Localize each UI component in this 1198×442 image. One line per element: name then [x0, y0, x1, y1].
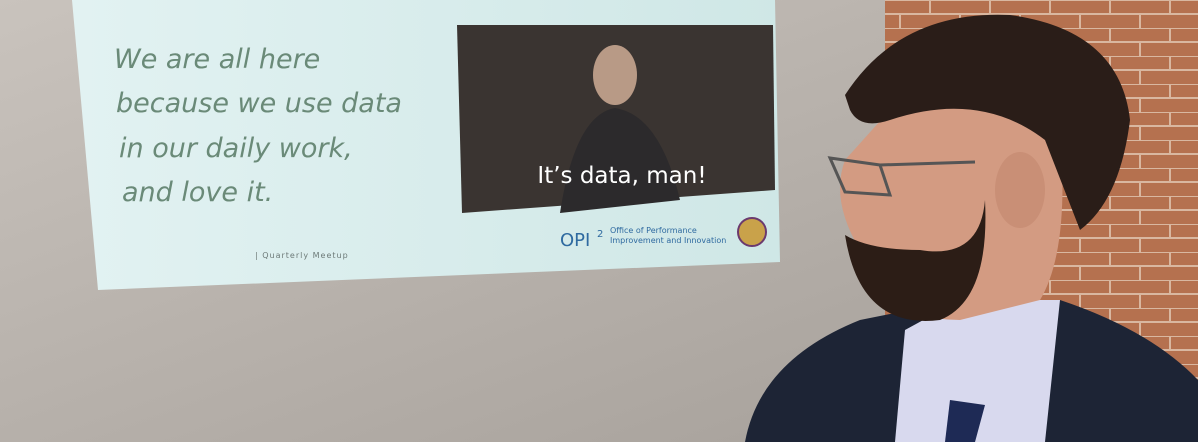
- slide-text: We are all here because we use data in o…: [114, 44, 402, 208]
- slide-line: and love it.: [122, 177, 273, 208]
- slide-line: because we use data: [116, 88, 402, 119]
- beard: [845, 200, 986, 321]
- man: [745, 14, 1198, 442]
- glasses: [827, 156, 976, 197]
- hair: [845, 14, 1130, 230]
- speaker-head: [593, 45, 637, 105]
- seal: [737, 217, 767, 247]
- logo-superscript: 2: [597, 229, 603, 240]
- logo-org: Office of Performance: [610, 226, 697, 235]
- tie: [945, 400, 985, 442]
- video-caption: It’s data, man!: [537, 163, 706, 189]
- logo-org: Improvement and Innovation: [610, 236, 726, 245]
- slide-line: in our daily work,: [119, 133, 353, 164]
- ear: [995, 152, 1045, 228]
- shirt: [895, 300, 1060, 442]
- slide-footer: | Quarterly Meetup: [255, 251, 349, 260]
- speaker-body: [560, 108, 680, 213]
- logo-mark: OPI: [560, 230, 590, 251]
- slide-line: We are all here: [114, 44, 320, 75]
